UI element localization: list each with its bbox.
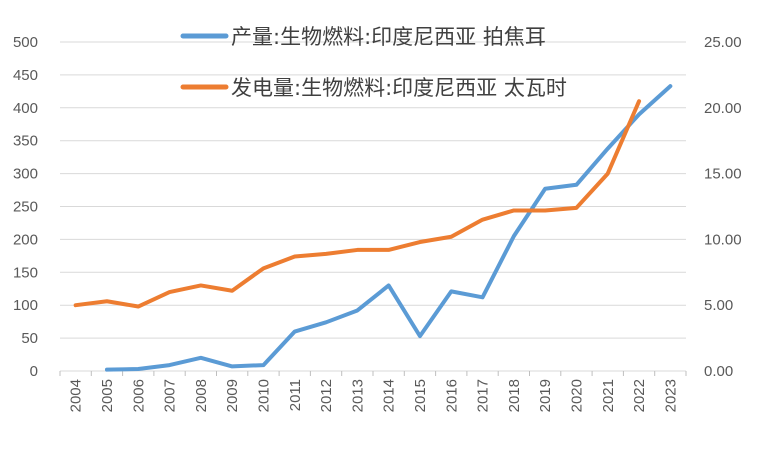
data-point — [574, 183, 578, 187]
x-tick-label: 2007 — [162, 379, 179, 412]
left-tick-label: 350 — [13, 133, 38, 150]
x-tick-label: 2015 — [412, 379, 429, 412]
right-tick-label: 20.00 — [704, 100, 742, 117]
left-tick-label: 300 — [13, 166, 38, 183]
data-point — [261, 266, 265, 270]
data-point — [512, 208, 516, 212]
data-point — [418, 240, 422, 244]
data-point — [637, 99, 641, 103]
x-tick-label: 2018 — [506, 379, 523, 412]
data-point — [543, 208, 547, 212]
data-point — [387, 283, 391, 287]
x-tick-label: 2014 — [381, 379, 398, 412]
right-y-axis: 0.00 5.00 10.00 15.00 20.00 25.00 — [704, 34, 742, 380]
data-point — [606, 147, 610, 151]
x-tick-label: 2008 — [193, 379, 210, 412]
x-tick-label: 2020 — [568, 379, 585, 412]
data-point — [105, 299, 109, 303]
x-tick-label: 2017 — [475, 379, 492, 412]
data-point — [105, 368, 109, 372]
right-tick-label: 10.00 — [704, 231, 742, 248]
data-point — [136, 305, 140, 309]
x-tick-label: 2013 — [349, 379, 366, 412]
data-point — [168, 290, 172, 294]
left-tick-label: 400 — [13, 100, 38, 117]
data-point — [637, 112, 641, 116]
x-tick-label: 2005 — [99, 379, 116, 412]
data-point — [74, 303, 78, 307]
left-tick-label: 450 — [13, 67, 38, 84]
data-point — [449, 235, 453, 239]
data-point — [543, 187, 547, 191]
data-point — [293, 255, 297, 259]
data-point — [230, 289, 234, 293]
left-tick-label: 150 — [13, 264, 38, 281]
x-tick-label: 2010 — [255, 379, 272, 412]
left-tick-label: 100 — [13, 297, 38, 314]
data-point — [481, 295, 485, 299]
data-point — [136, 367, 140, 371]
right-tick-label: 0.00 — [704, 363, 733, 380]
right-tick-label: 5.00 — [704, 297, 733, 314]
data-point — [355, 308, 359, 312]
data-point — [668, 84, 672, 88]
data-point — [418, 334, 422, 338]
left-y-axis: 0 50 100 150 200 250 300 350 400 450 500 — [13, 34, 38, 380]
left-tick-label: 50 — [21, 330, 38, 347]
left-tick-label: 0 — [30, 363, 38, 380]
series-line-generation — [73, 99, 642, 309]
data-point — [293, 330, 297, 334]
data-point — [387, 248, 391, 252]
data-point — [481, 218, 485, 222]
x-tick-label: 2012 — [318, 379, 335, 412]
data-point — [199, 283, 203, 287]
x-tick-label: 2022 — [631, 379, 648, 412]
right-tick-label: 25.00 — [704, 34, 742, 51]
series-line-production — [104, 84, 673, 372]
left-tick-label: 250 — [13, 199, 38, 216]
x-tick-label: 2011 — [287, 379, 304, 411]
data-point — [512, 234, 516, 238]
data-point — [355, 248, 359, 252]
x-tick-label: 2004 — [68, 379, 85, 412]
left-tick-label: 500 — [13, 34, 38, 51]
data-point — [168, 363, 172, 367]
data-point — [606, 172, 610, 176]
x-tick-label: 2009 — [224, 379, 241, 412]
x-axis: 2004 2005 2006 2007 2008 2009 2010 2011 2012 2013… — [59, 371, 687, 412]
series-lines — [73, 84, 673, 372]
data-point — [261, 363, 265, 367]
x-tick-label: 2016 — [443, 379, 460, 412]
legend-label-generation: 发电量:生物燃料:印度尼西亚 太瓦时 — [231, 76, 567, 100]
x-tick-label: 2021 — [600, 379, 617, 412]
data-point — [449, 289, 453, 293]
x-tick-label: 2019 — [537, 379, 554, 412]
gridlines — [60, 41, 686, 372]
data-point — [324, 320, 328, 324]
data-point — [324, 252, 328, 256]
left-tick-label: 200 — [13, 231, 38, 248]
x-tick-label: 2023 — [662, 379, 679, 412]
data-point — [230, 364, 234, 368]
legend-label-production: 产量:生物燃料:印度尼西亚 拍焦耳 — [231, 25, 546, 49]
x-tick-label: 2006 — [130, 379, 147, 412]
right-tick-label: 15.00 — [704, 166, 742, 183]
data-point — [199, 356, 203, 360]
data-point — [574, 206, 578, 210]
legend: 产量:生物燃料:印度尼西亚 拍焦耳 发电量:生物燃料:印度尼西亚 太瓦时 — [180, 25, 567, 100]
